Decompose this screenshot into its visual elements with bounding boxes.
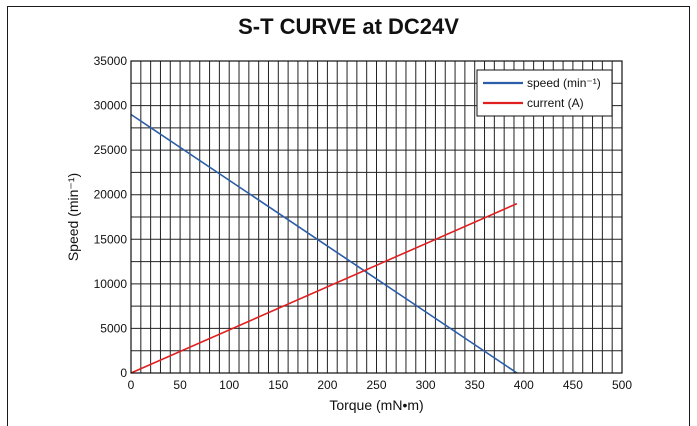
legend: speed (min⁻¹) current (A)	[476, 69, 613, 117]
series-line-current	[130, 202, 518, 374]
y-tick-labels: 0 5000 10000 15000 20000 25000 30000 35000	[94, 54, 128, 380]
x-tick-label: 400	[514, 378, 534, 392]
x-tick-label: 250	[366, 378, 386, 392]
y-tick-label: 10000	[94, 277, 128, 291]
x-axis-label: Torque (mN•m)	[329, 397, 423, 413]
series-line-speed	[130, 113, 518, 374]
x-tick-label: 50	[173, 378, 187, 392]
x-tick-label: 500	[612, 378, 632, 392]
series-lines	[130, 113, 518, 374]
x-tick-label: 0	[128, 378, 135, 392]
y-tick-label: 5000	[100, 321, 127, 335]
y-tick-label: 20000	[94, 188, 128, 202]
y-tick-label: 35000	[94, 54, 128, 68]
legend-label: speed (min⁻¹)	[527, 76, 601, 90]
y-tick-label: 15000	[94, 232, 128, 246]
chart-title: S-T CURVE at DC24V	[238, 14, 459, 39]
legend-label: current (A)	[527, 96, 584, 110]
x-tick-label: 200	[317, 378, 337, 392]
x-tick-label: 150	[268, 378, 288, 392]
x-tick-label: 350	[465, 378, 485, 392]
x-tick-label: 100	[219, 378, 239, 392]
grid	[130, 60, 623, 374]
x-tick-labels: 0 50 100 150 200 250 300 350 400 450 500	[128, 378, 633, 392]
x-tick-label: 450	[563, 378, 583, 392]
legend-box	[476, 69, 613, 117]
plot-border	[130, 60, 623, 374]
y-tick-label: 30000	[94, 99, 128, 113]
y-tick-label: 25000	[94, 143, 128, 157]
x-tick-label: 300	[416, 378, 436, 392]
y-axis-label: Speed (min⁻¹)	[65, 173, 81, 261]
y-tick-label: 0	[120, 366, 127, 380]
